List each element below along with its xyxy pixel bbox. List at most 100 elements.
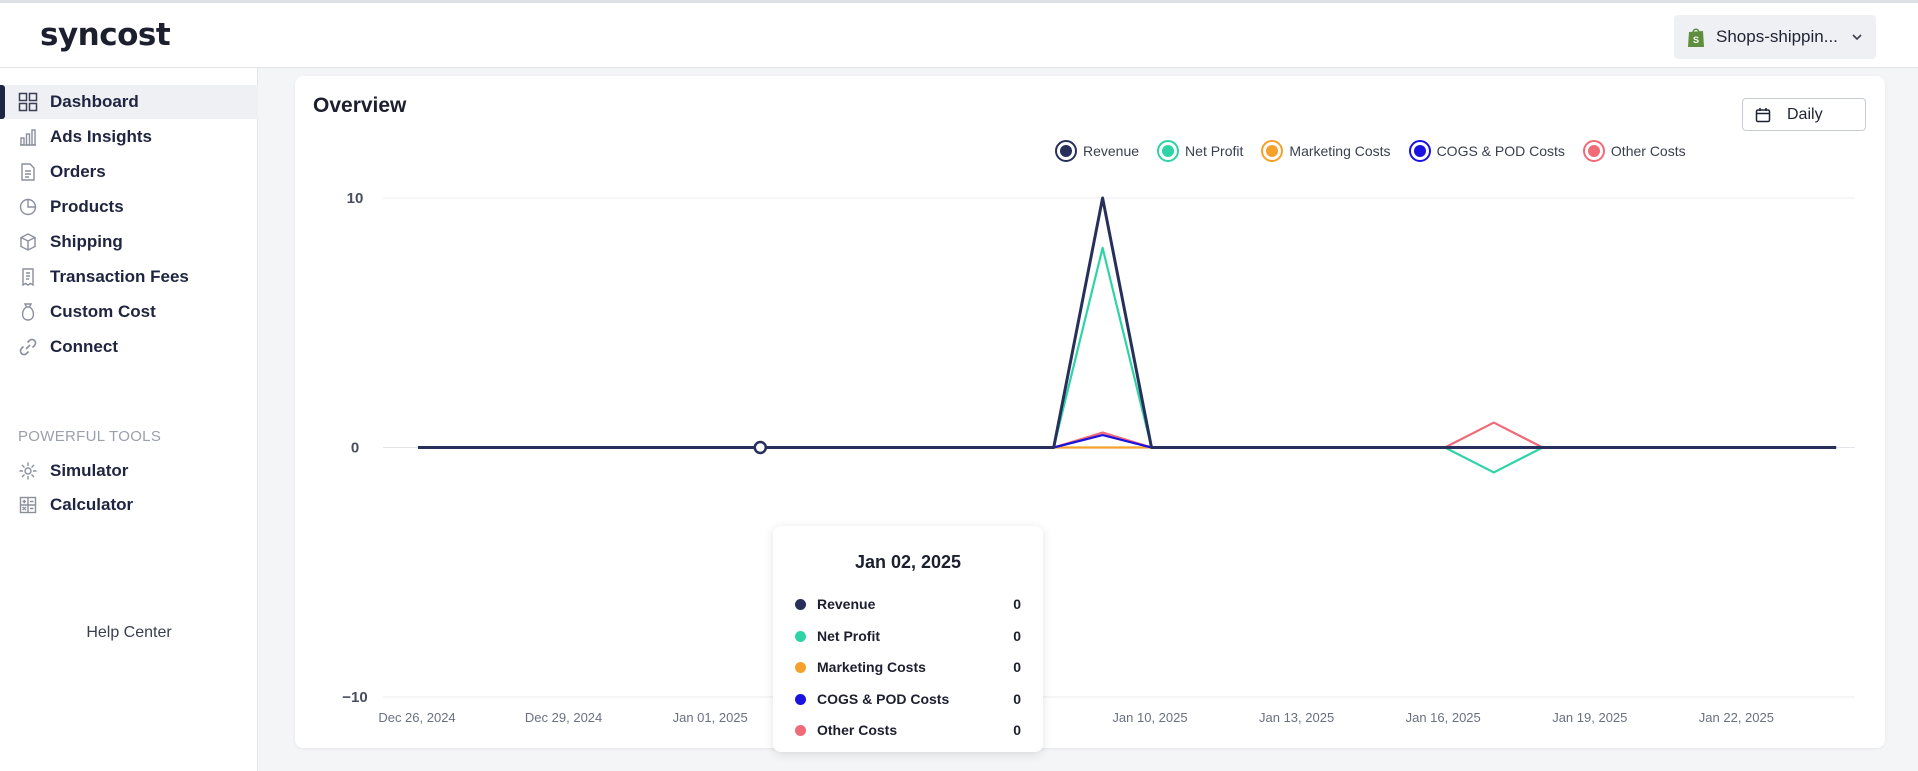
money-bag-icon [17,302,38,323]
series-dot [795,598,806,610]
x-tick-label: Jan 16, 2025 [1406,710,1481,725]
legend-marker [1582,140,1605,162]
x-tick-label: Jan 01, 2025 [673,710,748,725]
sidebar-item-calculator[interactable]: Calculator [0,488,258,522]
tooltip-series-value: 0 [1013,596,1021,612]
series-line-other-costs [418,421,1837,449]
store-selector[interactable]: S Shops-shippin... [1674,15,1876,59]
period-label: Daily [1787,105,1823,123]
tooltip-row: Other Costs 0 [795,720,1021,740]
sidebar-item-simulator[interactable]: Simulator [0,454,258,488]
x-tick-label: Jan 10, 2025 [1112,710,1187,725]
sidebar-item-label: Custom Cost [50,302,156,321]
sidebar-item-label: Connect [50,337,118,356]
section-label-tools: POWERFUL TOOLS [18,428,162,445]
x-tick-label: Dec 29, 2024 [525,710,602,725]
sidebar-item-label: Shipping [50,232,123,251]
legend-label: Other Costs [1610,143,1686,159]
grid-icon [17,92,38,113]
legend-label: COGS & POD Costs [1436,143,1565,159]
y-tick-label: 10 [347,190,364,207]
box-icon [17,232,38,253]
calendar-icon [1755,107,1771,122]
legend-item-marketing-costs[interactable]: Marketing Costs [1261,140,1391,162]
sidebar-item-label: Dashboard [50,92,139,111]
sidebar-item-dashboard[interactable]: Dashboard [0,85,258,119]
series-line-cogs-pod-costs [418,433,1837,449]
sidebar-item-label: Ads Insights [50,127,153,146]
tooltip-row: COGS & POD Costs 0 [795,689,1021,709]
svg-text:S: S [1693,35,1699,45]
chevron-down-icon [1852,34,1862,41]
calculator-icon [17,495,38,516]
tooltip-row: Marketing Costs 0 [795,657,1021,677]
help-center-link[interactable]: Help Center [86,624,172,641]
tooltip-series-name: COGS & POD Costs [817,691,950,707]
legend-item-other-costs[interactable]: Other Costs [1582,140,1686,162]
series-dot [795,630,806,642]
link-icon [17,337,38,358]
legend-marker [1055,140,1077,162]
legend-marker [1261,140,1284,162]
sidebar-item-transaction-fees[interactable]: Transaction Fees [0,260,258,294]
legend-label: Revenue [1083,143,1140,159]
y-tick-label: −10 [342,689,367,706]
tooltip-row: Revenue 0 [795,594,1021,614]
sidebar-item-orders[interactable]: Orders [0,155,258,189]
legend-marker [1157,140,1180,162]
receipt-icon [17,267,38,288]
sidebar: Dashboard Ads Insights Orders Products S… [0,68,258,771]
tooltip-series-name: Net Profit [817,628,880,644]
sparkle-icon [17,461,38,482]
tooltip-series-name: Marketing Costs [817,659,926,675]
series-line-revenue [418,196,1837,449]
tooltip-series-value: 0 [1013,691,1021,707]
x-tick-label: Jan 19, 2025 [1552,710,1627,725]
tooltip-row: Net Profit 0 [795,626,1021,646]
chart-legend: Revenue Net Profit Marketing Costs COGS … [1055,140,1686,162]
series-line-net-profit [418,246,1837,474]
legend-marker [1408,140,1431,162]
overview-card: Overview Daily Revenue Net Profit Market… [295,76,1885,752]
sidebar-item-label: Simulator [50,461,129,480]
tooltip-series-name: Revenue [817,596,876,612]
pie-icon [17,197,38,218]
sidebar-item-connect[interactable]: Connect [0,330,258,364]
page-title: Overview [313,94,407,117]
legend-label: Net Profit [1185,143,1244,159]
sidebar-item-ads-insights[interactable]: Ads Insights [0,120,258,154]
app-logo[interactable]: syncost [40,17,171,53]
sidebar-item-custom-cost[interactable]: Custom Cost [0,295,258,329]
y-tick-label: 0 [351,440,359,457]
sidebar-item-label: Transaction Fees [50,267,189,286]
sidebar-item-label: Products [50,197,124,216]
sidebar-item-products[interactable]: Products [0,190,258,224]
x-tick-label: Jan 13, 2025 [1259,710,1334,725]
tooltip-series-name: Other Costs [817,722,898,738]
x-tick-label: Jan 22, 2025 [1699,710,1774,725]
legend-item-cogs-pod-costs[interactable]: COGS & POD Costs [1408,140,1565,162]
period-select-button[interactable]: Daily [1742,98,1866,131]
x-tick-label: Dec 26, 2024 [378,710,455,725]
series-dot [795,661,806,673]
legend-item-revenue[interactable]: Revenue [1055,140,1139,162]
tooltip-series-value: 0 [1013,659,1021,675]
legend-item-net-profit[interactable]: Net Profit [1157,140,1243,162]
tooltip-series-value: 0 [1013,628,1021,644]
hover-point-marker [753,440,768,455]
store-name: Shops-shippin... [1716,27,1838,46]
sidebar-item-shipping[interactable]: Shipping [0,225,258,259]
sidebar-item-label: Orders [50,162,106,181]
tooltip-date: Jan 02, 2025 [854,552,962,572]
shopify-bag-icon: S [1688,28,1704,47]
chart-tooltip: Jan 02, 2025 Revenue 0 Net Profit 0 Mark… [773,526,1043,752]
sidebar-item-label: Calculator [50,495,134,514]
document-icon [17,162,38,183]
tooltip-series-value: 0 [1013,722,1021,738]
bar-chart-icon [17,127,38,148]
series-dot [795,724,806,736]
top-bar: syncost S Shops-shippin... [0,0,1918,68]
legend-label: Marketing Costs [1289,143,1391,159]
overview-line-chart[interactable]: 10 0 −10 Dec 26, 2024 Dec 29, 2024 Jan 01, 20… [295,76,1885,748]
series-dot [795,693,806,705]
